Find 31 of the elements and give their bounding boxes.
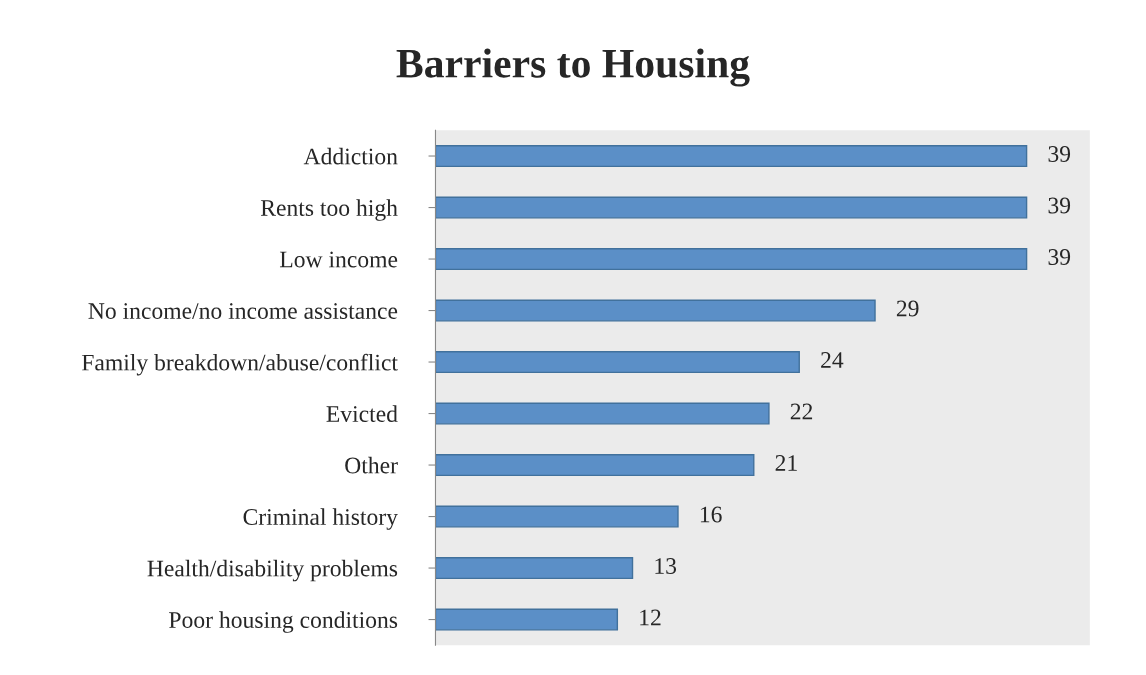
y-tick-label: Addiction bbox=[303, 147, 398, 165]
y-tick-label: Rents too high bbox=[260, 199, 398, 221]
y-tick-label: No income/no income assistance bbox=[88, 303, 398, 319]
bar bbox=[435, 351, 800, 374]
data-label: 13 bbox=[655, 558, 677, 574]
chart-title: Barriers to Housing bbox=[396, 48, 750, 87]
bar bbox=[435, 196, 1028, 219]
data-label: 29 bbox=[896, 300, 919, 317]
bar bbox=[435, 248, 1028, 271]
bar bbox=[435, 505, 679, 528]
bar bbox=[435, 402, 770, 425]
bar bbox=[435, 557, 634, 580]
bar bbox=[435, 608, 619, 631]
y-tick-label: Health/disability problems bbox=[147, 559, 398, 582]
data-label: 22 bbox=[790, 403, 813, 420]
data-label: 39 bbox=[1048, 146, 1071, 162]
y-tick-label: Other bbox=[345, 456, 398, 474]
bar bbox=[435, 299, 876, 322]
data-label: 12 bbox=[640, 609, 661, 626]
data-label: 39 bbox=[1048, 249, 1071, 265]
data-label: 24 bbox=[821, 352, 844, 368]
y-tick-label: Poor housing conditions bbox=[169, 611, 398, 633]
data-label: 16 bbox=[700, 506, 722, 523]
bar bbox=[435, 145, 1028, 168]
data-label: 39 bbox=[1048, 197, 1071, 214]
y-tick-label: Low income bbox=[279, 251, 398, 268]
y-tick-label: Criminal history bbox=[243, 508, 398, 530]
bar bbox=[435, 454, 755, 477]
data-label: 21 bbox=[775, 455, 797, 471]
y-tick-label: Family breakdown/abuse/conflict bbox=[81, 353, 398, 376]
y-tick-label: Evicted bbox=[326, 405, 398, 422]
